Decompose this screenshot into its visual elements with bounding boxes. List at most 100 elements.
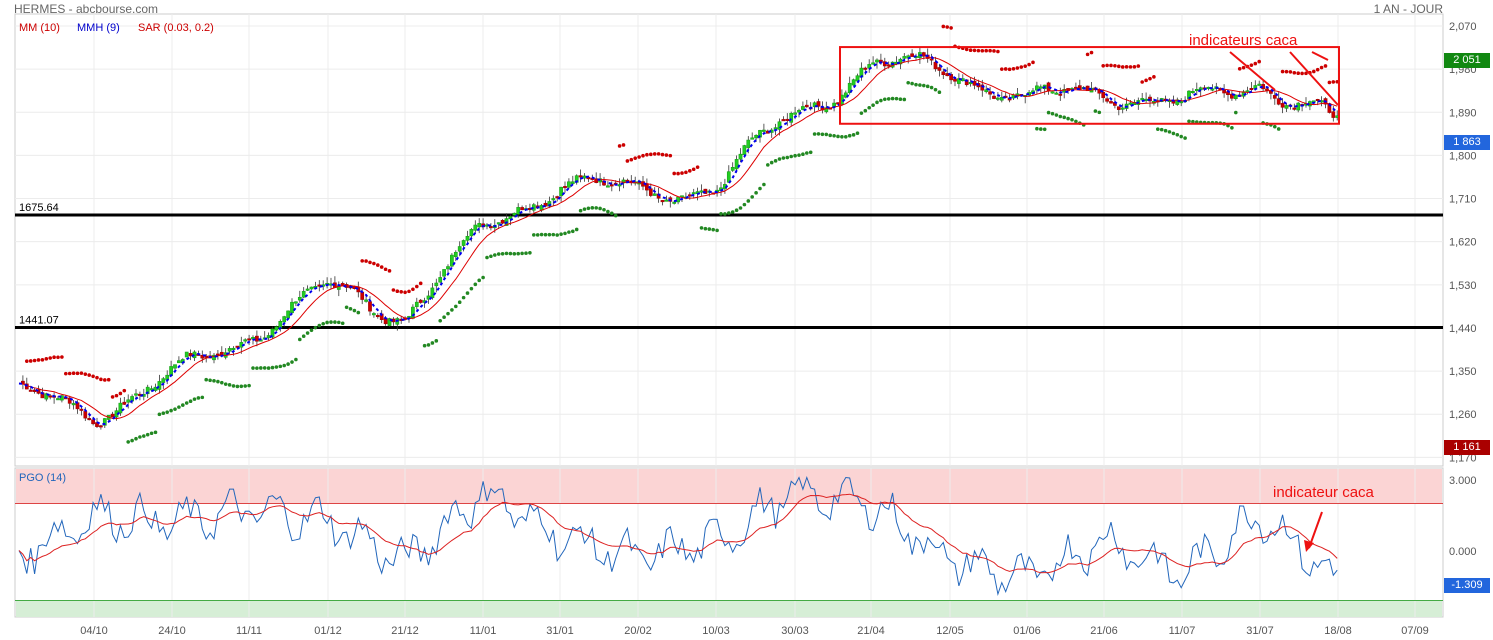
candle [243,339,248,342]
candle [177,360,181,364]
candle [1191,91,1195,94]
sar-dot [450,308,454,312]
sar-dot [1191,119,1195,124]
sar-dot [64,371,68,376]
sar-dot [652,152,657,156]
candle [617,184,622,187]
sar-dot [87,373,91,377]
pgo-grid [15,468,1443,617]
sar-dot [1179,134,1183,139]
candle [999,97,1004,101]
sar-dot [399,289,404,294]
candle [742,145,747,156]
pgo-signal-line [18,493,1338,574]
sar-dot [305,331,310,335]
candle [996,97,1000,100]
sar-dot [438,319,443,323]
sar-dot [126,440,130,444]
x-tick-label: 21/12 [391,625,419,637]
sar-dot [1003,67,1008,71]
sar-dot [231,384,236,388]
candle [699,190,704,193]
candle [453,252,458,258]
candle [1058,93,1063,96]
candle [99,425,103,428]
candle [1128,102,1133,105]
sar-dot [1159,127,1164,132]
sar-dot [793,153,797,158]
sar-dot [67,371,72,376]
sar-dot [1253,61,1258,66]
candle [28,389,33,392]
sar-dot [906,80,910,85]
sar-dot [485,255,489,260]
sar-dot [1011,67,1016,71]
candle [957,78,961,84]
sar-dot [551,232,556,237]
sar-dot [684,170,688,175]
pgo-overbought-zone [16,469,1442,504]
sar-dot [1124,65,1129,69]
sar-dot [766,163,770,167]
sar-dot [465,291,470,295]
x-tick-label: 30/03 [781,625,809,637]
price-tag-low: 1 161 [1444,440,1490,455]
sar-dot [1015,66,1020,70]
candle [660,200,665,203]
sar-dot [1066,116,1070,121]
sar-dot [262,366,267,370]
candle [972,80,977,86]
sar-dot [750,195,754,199]
candle [489,226,493,229]
candle [110,413,115,418]
y-tick-label: 1,350 [1449,366,1477,378]
x-tick-label: 01/12 [314,625,342,637]
candle [294,301,298,304]
candle [937,67,942,71]
candle [773,127,778,130]
y-tick-label: 1,710 [1449,194,1477,206]
sar-dot [1249,63,1254,67]
sar-dot [1140,80,1144,84]
sar-dot [863,108,868,113]
period-label: 1 AN - JOUR [1373,2,1443,16]
candle [929,58,934,61]
sar-dot [855,131,860,135]
sar-dot [259,366,263,370]
sar-dot [781,156,786,160]
candle [730,167,735,171]
candle [473,224,478,231]
candle [87,418,92,421]
candle [516,207,521,215]
sar-dot [356,310,361,315]
candle [1105,98,1109,102]
support-lines: 1675.64 1441.07 [15,202,1443,329]
sar-dot [220,380,224,385]
sar-dot [247,383,251,388]
candle [297,296,302,301]
candle [609,184,614,187]
sar-dot [598,206,602,211]
sar-dot [894,96,899,101]
y-tick-label: 1,260 [1449,409,1477,421]
sar-dot [294,357,298,362]
sar-dot [192,397,197,401]
sar-dot [28,359,33,363]
legend-pgo: PGO (14) [19,472,67,484]
candle [1222,89,1226,94]
candle [134,393,138,396]
sar-dot [992,49,996,53]
candle [200,355,205,359]
candle [582,175,587,179]
candle [188,353,193,357]
sar-dot [984,48,988,53]
sar-dot [578,208,583,213]
candle [968,82,973,85]
sar-dot [489,254,493,259]
candle [563,186,567,189]
sar-dot [196,396,201,400]
candle [816,101,821,107]
sar-dot [1136,64,1141,68]
sar-dot [278,364,283,369]
candle [157,381,162,390]
